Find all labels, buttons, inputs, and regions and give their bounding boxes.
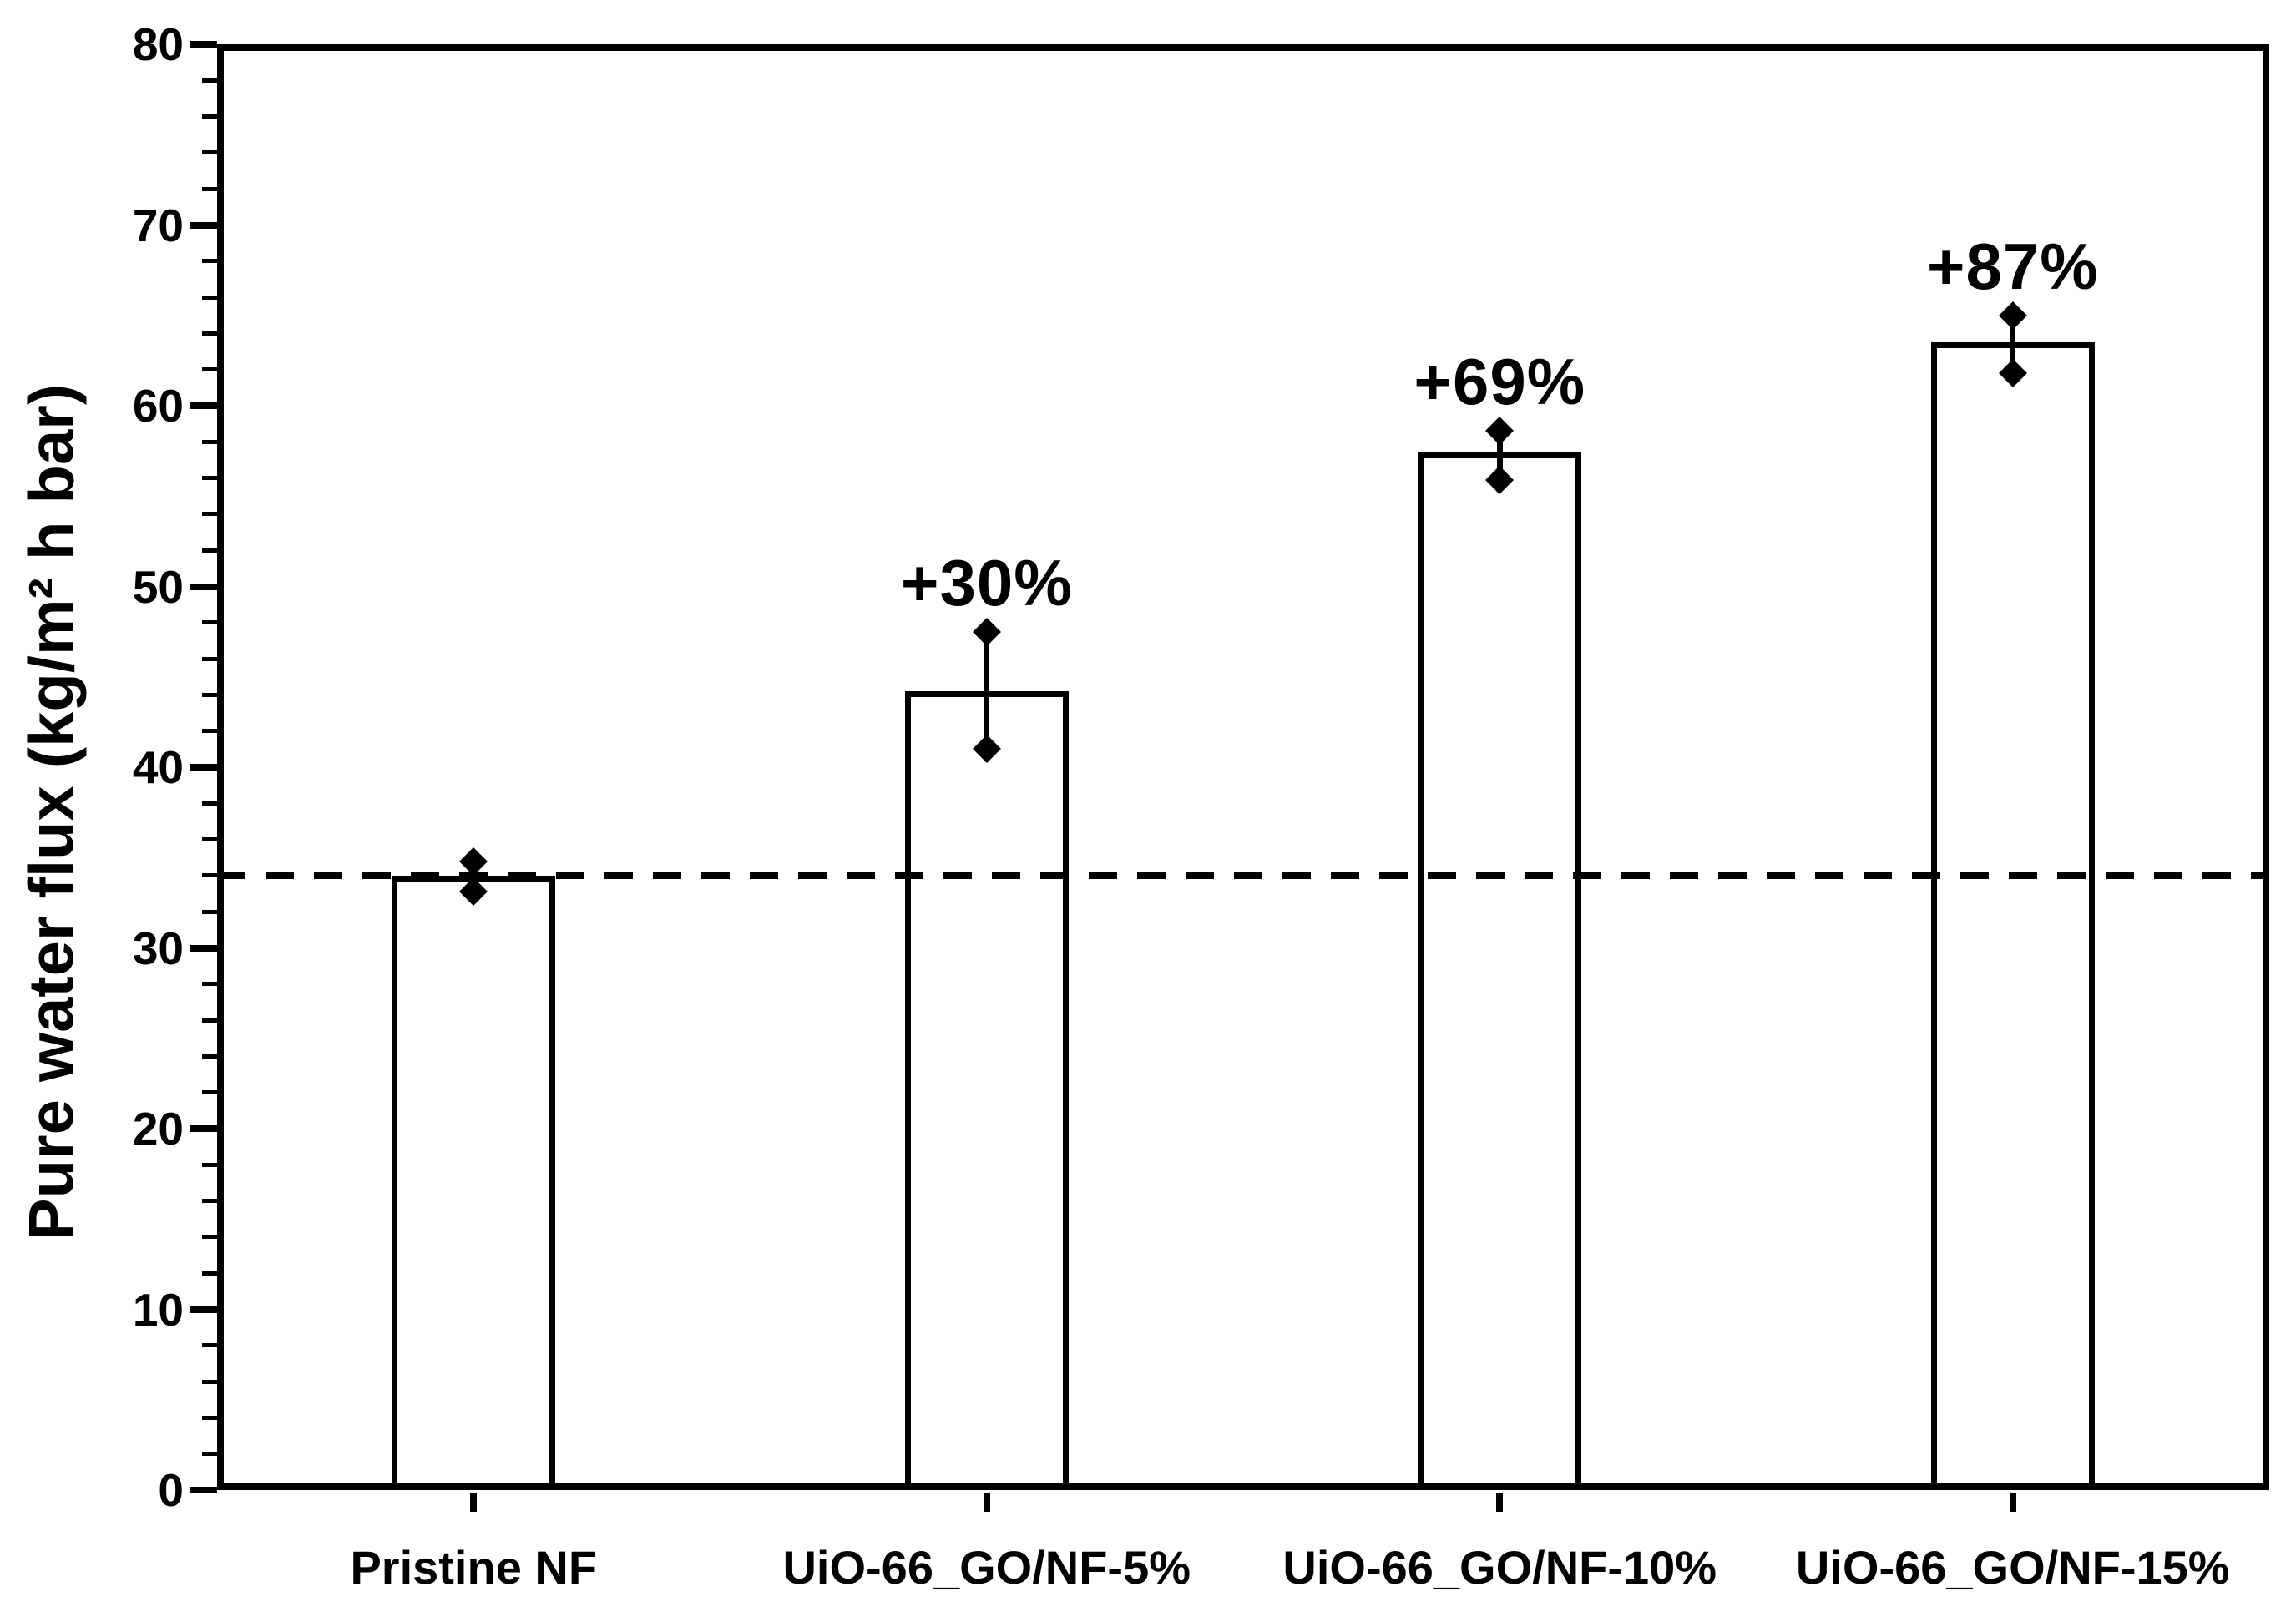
y-minor-tick	[202, 1271, 217, 1276]
y-minor-tick	[202, 78, 217, 83]
y-minor-tick	[202, 1343, 217, 1348]
y-minor-tick	[202, 259, 217, 264]
bar-3	[1418, 452, 1582, 1490]
x-tick-label: UiO-66_GO/NF-10%	[1282, 1541, 1717, 1594]
y-tick-label: 0	[158, 1464, 184, 1516]
y-major-tick	[190, 41, 217, 48]
y-minor-tick	[202, 1162, 217, 1167]
upper-diamond-marker	[1998, 301, 2027, 330]
x-tick	[470, 1493, 478, 1512]
y-minor-tick	[202, 476, 217, 481]
y-tick-label: 10	[132, 1283, 184, 1336]
upper-diamond-marker	[972, 617, 1001, 646]
y-minor-tick	[202, 1379, 217, 1384]
y-minor-tick	[202, 331, 217, 336]
y-minor-tick	[202, 367, 217, 372]
x-tick-label: UiO-66_GO/NF-5%	[782, 1541, 1191, 1594]
y-minor-tick	[202, 1235, 217, 1240]
percent-increase-annotation: +30%	[900, 545, 1073, 619]
bar-1	[392, 875, 556, 1490]
baseline-dashed-line	[217, 872, 2269, 879]
y-minor-tick	[202, 1452, 217, 1457]
bar-4	[1930, 342, 2095, 1490]
y-tick-label: 30	[132, 922, 184, 974]
y-minor-tick	[202, 1090, 217, 1095]
y-minor-tick	[202, 114, 217, 119]
y-minor-tick	[202, 512, 217, 517]
error-bar	[2010, 315, 2016, 374]
y-minor-tick	[202, 295, 217, 300]
y-major-tick	[190, 1306, 217, 1313]
y-minor-tick	[202, 186, 217, 191]
percent-increase-annotation: +69%	[1414, 345, 1586, 419]
error-bar	[984, 631, 990, 750]
y-tick-label: 80	[132, 18, 184, 70]
y-minor-tick	[202, 982, 217, 987]
y-major-tick	[190, 944, 217, 952]
y-tick-label: 60	[132, 380, 184, 432]
upper-diamond-marker	[459, 846, 488, 876]
y-minor-tick	[202, 548, 217, 553]
error-bar	[1496, 431, 1503, 480]
y-minor-tick	[202, 1054, 217, 1059]
y-minor-tick	[202, 837, 217, 842]
y-minor-tick	[202, 439, 217, 444]
y-minor-tick	[202, 150, 217, 155]
y-tick-label: 50	[132, 560, 184, 613]
y-minor-tick	[202, 801, 217, 806]
y-minor-tick	[202, 1018, 217, 1023]
y-major-tick	[190, 764, 217, 771]
y-minor-tick	[202, 620, 217, 625]
y-minor-tick	[202, 656, 217, 661]
percent-increase-annotation: +87%	[1926, 229, 2099, 303]
y-tick-label: 40	[132, 741, 184, 793]
x-tick	[983, 1493, 990, 1512]
x-tick-label: Pristine NF	[350, 1541, 598, 1594]
y-major-tick	[190, 221, 217, 229]
y-tick-label: 20	[132, 1103, 184, 1155]
y-minor-tick	[202, 729, 217, 734]
y-major-tick	[190, 402, 217, 409]
y-minor-tick	[202, 692, 217, 697]
y-major-tick	[190, 583, 217, 590]
y-minor-tick	[202, 1415, 217, 1420]
y-tick-label: 70	[132, 199, 184, 251]
upper-diamond-marker	[1485, 417, 1515, 446]
y-minor-tick	[202, 873, 217, 878]
plot-area: +30% +69% +87%	[217, 44, 2269, 1490]
y-major-tick	[190, 1125, 217, 1132]
bar-2	[904, 691, 1069, 1490]
x-tick-label: UiO-66_GO/NF-15%	[1795, 1541, 2230, 1594]
x-tick	[2009, 1493, 2016, 1512]
y-minor-tick	[202, 1199, 217, 1204]
y-axis-title: Pure water flux (kg/m² h bar)	[16, 383, 88, 1241]
y-minor-tick	[202, 909, 217, 914]
x-tick	[1496, 1493, 1504, 1512]
error-bar	[470, 861, 477, 892]
y-major-tick	[190, 1487, 217, 1493]
